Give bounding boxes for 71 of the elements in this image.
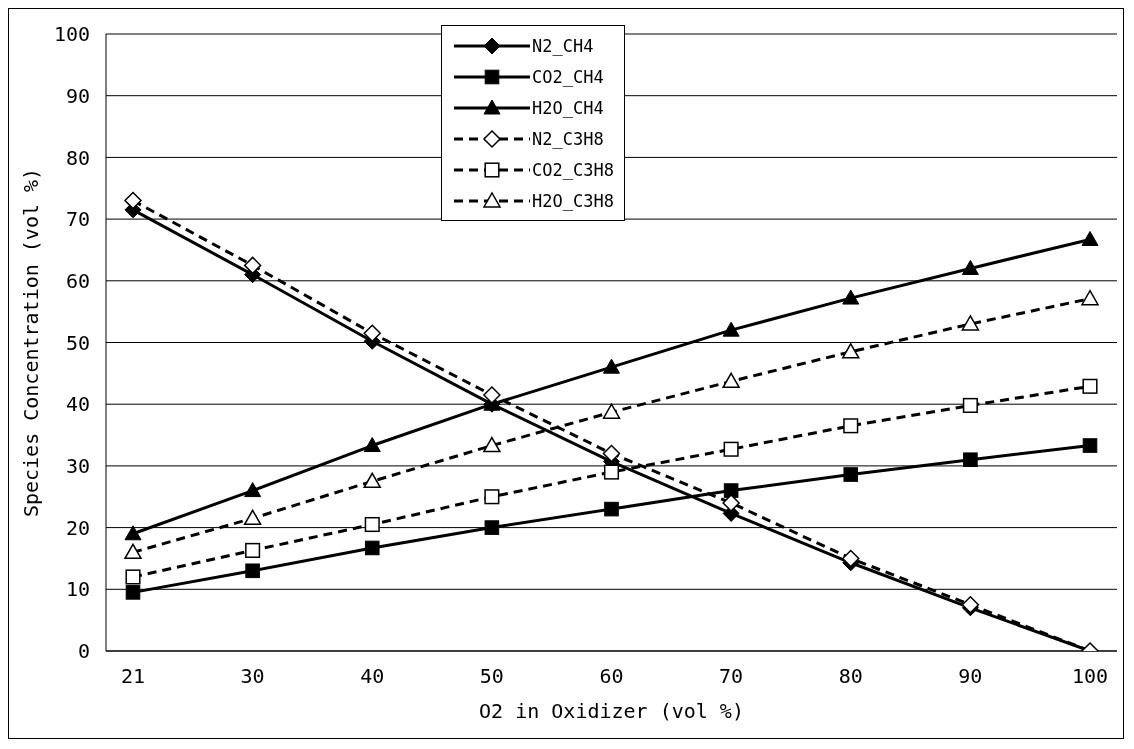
- point: [843, 467, 859, 482]
- x-tick-label: 60: [599, 664, 624, 689]
- point: [843, 418, 859, 434]
- point: [484, 489, 500, 505]
- x-tick-label: 50: [479, 664, 504, 689]
- point: [961, 315, 980, 331]
- point: [363, 437, 381, 453]
- point: [363, 324, 381, 342]
- point: [962, 397, 978, 413]
- point: [723, 441, 739, 457]
- y-tick-label: 0: [77, 639, 90, 664]
- point: [124, 191, 142, 210]
- x-tick-label: 30: [240, 664, 265, 689]
- legend-label: H2O_CH4: [532, 97, 604, 118]
- x-axis-title: O2 in Oxidizer (vol %): [479, 699, 744, 723]
- point: [364, 540, 380, 556]
- legend-label: CO2_CH4: [532, 66, 604, 87]
- y-tick-label: 90: [65, 83, 90, 108]
- point: [125, 569, 141, 585]
- point: [244, 482, 262, 498]
- legend-label: N2_CH4: [532, 35, 594, 56]
- point: [1081, 289, 1099, 306]
- point: [1081, 230, 1099, 246]
- point: [125, 585, 141, 600]
- point: [602, 403, 621, 419]
- x-tick-label: 100: [1071, 664, 1109, 689]
- y-tick-label: 10: [65, 577, 90, 602]
- point: [483, 386, 501, 404]
- legend-label: H2O_C3H8: [532, 190, 614, 211]
- point: [603, 358, 620, 374]
- point: [243, 256, 262, 275]
- point: [961, 259, 979, 275]
- y-axis-title: Species Concentration (vol %): [19, 167, 44, 518]
- point: [604, 501, 619, 517]
- point: [842, 549, 860, 568]
- point: [363, 472, 381, 489]
- point: [484, 520, 500, 535]
- y-tick-label: 80: [65, 145, 90, 170]
- point: [245, 563, 260, 579]
- y-tick-label: 20: [65, 515, 90, 540]
- point: [1082, 378, 1098, 394]
- x-tick-label: 40: [360, 664, 385, 689]
- point: [842, 343, 860, 359]
- point: [723, 483, 739, 498]
- y-tick-label: 30: [65, 454, 90, 478]
- point: [963, 452, 978, 468]
- point: [364, 516, 380, 533]
- point: [124, 525, 142, 541]
- x-tick-label: 21: [120, 664, 146, 689]
- x-tick-label: 80: [838, 664, 863, 689]
- point: [124, 543, 142, 560]
- point: [722, 321, 740, 337]
- point: [602, 444, 621, 463]
- point: [722, 372, 740, 389]
- point: [722, 494, 740, 512]
- point: [961, 595, 980, 614]
- point: [483, 436, 501, 453]
- legend-label: CO2_C3H8: [532, 159, 614, 180]
- point: [1082, 438, 1098, 453]
- y-tick-label: 40: [65, 392, 90, 417]
- x-tick-label: 90: [958, 664, 983, 689]
- y-tick-label: 70: [65, 207, 90, 232]
- y-tick-label: 50: [65, 330, 90, 355]
- x-tick-label: 70: [719, 664, 744, 689]
- point: [603, 464, 620, 480]
- legend-label: N2_C3H8: [532, 128, 604, 149]
- point: [245, 542, 261, 558]
- y-tick-label: 60: [65, 268, 90, 293]
- point: [842, 289, 860, 305]
- point: [243, 509, 262, 526]
- y-tick-label: 100: [53, 22, 90, 47]
